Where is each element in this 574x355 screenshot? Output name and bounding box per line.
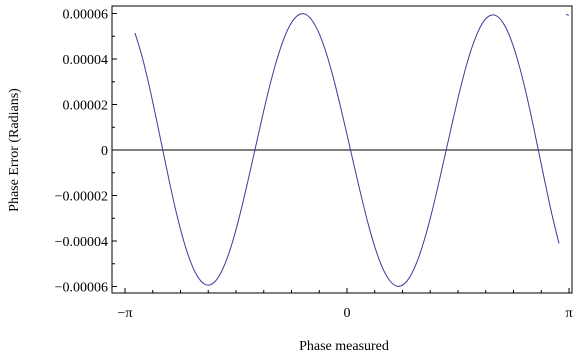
y-tick-label: −0.00002 xyxy=(55,190,108,205)
x-axis-title: Phase measured xyxy=(299,339,389,354)
y-tick-label: −0.00004 xyxy=(55,235,108,250)
x-tick-label: 0 xyxy=(344,306,351,321)
y-axis-title: Phase Error (Radians) xyxy=(7,88,22,212)
y-tick-label: 0.00004 xyxy=(63,53,109,68)
y-tick-label: −0.00006 xyxy=(55,281,108,296)
x-tick-label: −π xyxy=(118,306,133,321)
y-tick-label: 0 xyxy=(101,144,108,159)
y-tick-label: 0.00006 xyxy=(63,8,109,23)
y-tick-label: 0.00002 xyxy=(63,99,109,114)
x-axis-ticks: −π 0 π xyxy=(118,288,573,321)
x-tick-label: π xyxy=(565,306,572,321)
series-line xyxy=(134,13,570,287)
y-axis-ticks: 0.00006 0.00004 0.00002 0 −0.00002 −0.00004 −0… xyxy=(55,8,117,296)
